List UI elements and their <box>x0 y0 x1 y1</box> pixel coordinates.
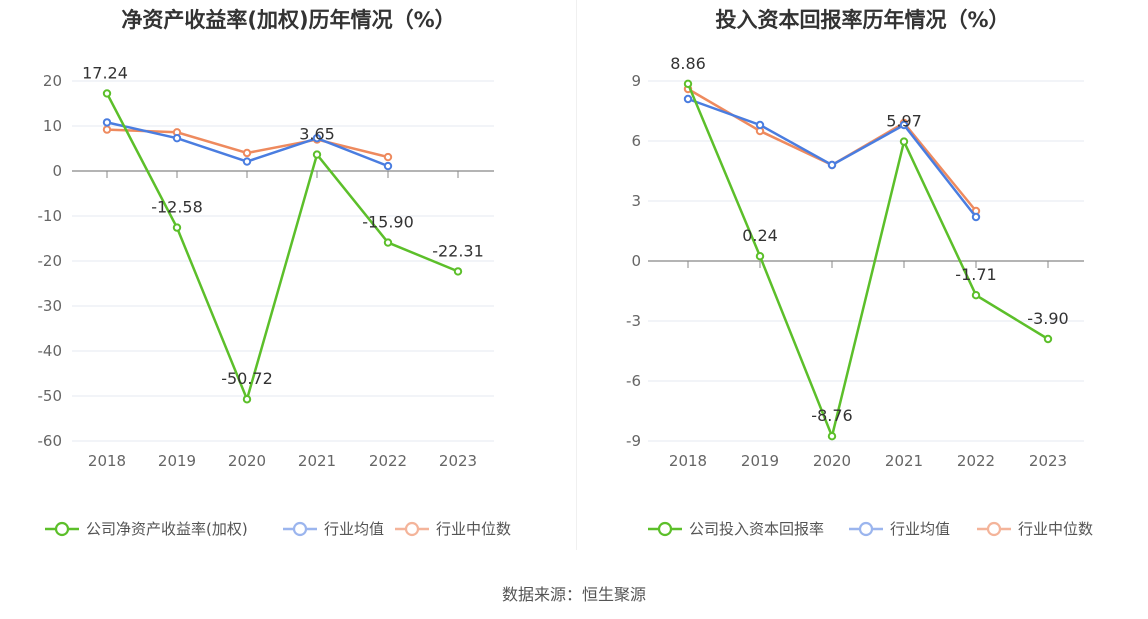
roic-series-point-0 <box>1043 334 1053 344</box>
roe-chart-plot: 20 10 0 -10 -20 -30 -40 -50 -60 2018 2019 2020 2021 2… <box>38 63 512 538</box>
roic-y-tick-label: -3 <box>626 312 641 330</box>
roe-data-label: 17.24 <box>82 63 128 82</box>
roe-series-line-0 <box>105 92 459 404</box>
roe-y-tick-label: -30 <box>38 297 63 315</box>
roe-series-point-0 <box>453 267 463 276</box>
roic-legend-item-0: 公司投入资本回报率 <box>648 520 824 538</box>
roe-chart-title: 净资产收益率(加权)历年情况（%） <box>121 8 456 32</box>
roic-y-tick-label: 3 <box>631 192 641 210</box>
roic-chart-title: 投入资本回报率历年情况（%） <box>715 8 1010 32</box>
roe-data-label: -22.31 <box>432 241 484 260</box>
roic-series-point-0 <box>683 79 693 89</box>
roic-data-label: -8.76 <box>811 406 852 425</box>
roe-series-point-2 <box>242 148 252 158</box>
roic-y-tick-label: 0 <box>631 252 641 270</box>
roic-series-point-1 <box>971 212 981 222</box>
roe-y-tick-label: -50 <box>38 387 63 405</box>
roic-chart-plot: 9 6 3 0 -3 -6 -9 2018 2019 2020 2021 2022 2023 8.86 0.… <box>626 54 1093 538</box>
roic-data-label: 8.86 <box>670 54 706 73</box>
roic-series-line-2 <box>687 87 977 212</box>
roic-y-tick-label: -6 <box>626 372 641 390</box>
roic-legend-item-1: 行业均值 <box>849 520 950 538</box>
roe-chart: 净资产收益率(加权)历年情况（%） 20 10 0 -10 -20 -30 -40 -50 -6… <box>0 0 577 560</box>
roe-legend-item-2: 行业中位数 <box>395 520 511 538</box>
roic-x-tick-label: 2020 <box>813 452 851 470</box>
roic-data-label: 0.24 <box>742 226 778 245</box>
svg-text:公司净资产收益率(加权): 公司净资产收益率(加权) <box>86 520 248 538</box>
roe-series-point-2 <box>383 152 393 162</box>
roic-series-point-1 <box>755 120 765 130</box>
roe-series-point-1 <box>383 161 393 171</box>
roe-series-point-1 <box>242 157 252 166</box>
data-source-note: 数据来源：恒生聚源 <box>501 585 646 604</box>
roe-x-tick-label: 2018 <box>88 452 126 470</box>
roe-data-label: -50.72 <box>221 369 273 388</box>
roe-legend-item-1: 行业均值 <box>283 520 384 538</box>
roe-series-point-1 <box>312 133 322 143</box>
roic-series-point-0 <box>755 252 765 261</box>
roic-series-point-1 <box>899 120 909 130</box>
roic-series-point-0 <box>899 137 909 146</box>
svg-text:行业中位数: 行业中位数 <box>436 520 511 538</box>
chart-divider <box>576 0 577 550</box>
roe-y-tick-label: -10 <box>38 207 63 225</box>
roic-x-tick-label: 2019 <box>741 452 779 470</box>
roic-x-tick-label: 2018 <box>669 452 707 470</box>
roe-series-point-0 <box>383 238 393 247</box>
svg-text:行业均值: 行业均值 <box>324 520 384 538</box>
svg-text:行业均值: 行业均值 <box>890 520 950 538</box>
roic-y-tick-label: 6 <box>631 132 641 150</box>
roe-x-tick-label: 2021 <box>298 452 336 470</box>
roe-series-point-1 <box>102 118 112 127</box>
svg-text:行业中位数: 行业中位数 <box>1018 520 1093 538</box>
roic-x-tick-label: 2022 <box>957 452 995 470</box>
roic-legend-item-2: 行业中位数 <box>977 520 1093 538</box>
roe-x-tick-label: 2019 <box>158 452 196 470</box>
roic-series-point-1 <box>827 160 837 170</box>
roic-data-label: -3.90 <box>1027 309 1068 328</box>
roe-series-point-0 <box>102 89 112 98</box>
roic-data-label: -1.71 <box>955 265 996 284</box>
roic-y-tick-label: 9 <box>631 72 641 90</box>
roic-data-label: 5.97 <box>886 112 922 131</box>
roe-x-tick-label: 2023 <box>439 452 477 470</box>
roe-y-tick-label: -20 <box>38 252 63 270</box>
roe-legend-item-0: 公司净资产收益率(加权) <box>45 520 248 538</box>
svg-text:公司投入资本回报率: 公司投入资本回报率 <box>689 520 824 538</box>
roe-x-tick-label: 2022 <box>369 452 407 470</box>
roe-data-label: 3.65 <box>299 125 335 144</box>
roe-data-label: -12.58 <box>151 198 203 217</box>
roe-y-tick-label: 20 <box>43 72 62 90</box>
roe-data-label: -15.90 <box>362 213 414 232</box>
roe-y-tick-label: 0 <box>52 162 62 180</box>
roe-series-point-1 <box>172 133 182 143</box>
roe-y-tick-label: 10 <box>43 117 62 135</box>
roic-series-point-1 <box>683 94 693 104</box>
roic-x-tick-label: 2021 <box>885 452 923 470</box>
roe-x-tick-label: 2020 <box>228 452 266 470</box>
roe-series-point-0 <box>312 150 322 159</box>
roe-y-tick-label: -40 <box>38 342 63 360</box>
roe-y-tick-label: -60 <box>38 432 63 450</box>
roe-series-point-0 <box>172 223 182 232</box>
roe-series-point-2 <box>102 125 112 134</box>
roic-chart: 投入资本回报率历年情况（%） 9 6 3 0 -3 -6 -9 2018 2019 2020 202… <box>577 0 1148 560</box>
roe-series-point-0 <box>242 395 252 404</box>
roic-x-tick-label: 2023 <box>1029 452 1067 470</box>
roic-y-tick-label: -9 <box>626 432 641 450</box>
roic-series-point-0 <box>827 432 837 441</box>
roic-series-line-0 <box>686 83 1049 441</box>
roic-series-point-0 <box>971 291 981 300</box>
